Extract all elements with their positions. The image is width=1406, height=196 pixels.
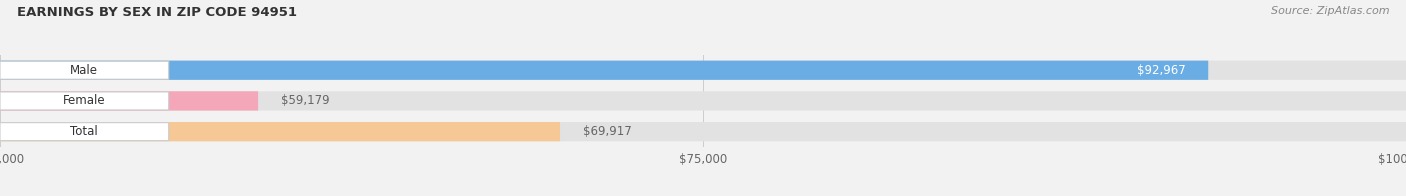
FancyBboxPatch shape (0, 123, 169, 141)
Text: $59,179: $59,179 (281, 94, 329, 107)
FancyBboxPatch shape (0, 122, 560, 141)
Text: Female: Female (63, 94, 105, 107)
Text: Total: Total (70, 125, 98, 138)
FancyBboxPatch shape (0, 61, 1406, 80)
Text: Male: Male (70, 64, 98, 77)
Text: Source: ZipAtlas.com: Source: ZipAtlas.com (1271, 6, 1389, 16)
FancyBboxPatch shape (0, 91, 1406, 111)
Text: EARNINGS BY SEX IN ZIP CODE 94951: EARNINGS BY SEX IN ZIP CODE 94951 (17, 6, 297, 19)
FancyBboxPatch shape (0, 61, 1208, 80)
FancyBboxPatch shape (0, 61, 169, 79)
Text: $92,967: $92,967 (1137, 64, 1185, 77)
Text: $69,917: $69,917 (582, 125, 631, 138)
FancyBboxPatch shape (0, 92, 169, 110)
FancyBboxPatch shape (0, 122, 1406, 141)
FancyBboxPatch shape (0, 91, 259, 111)
